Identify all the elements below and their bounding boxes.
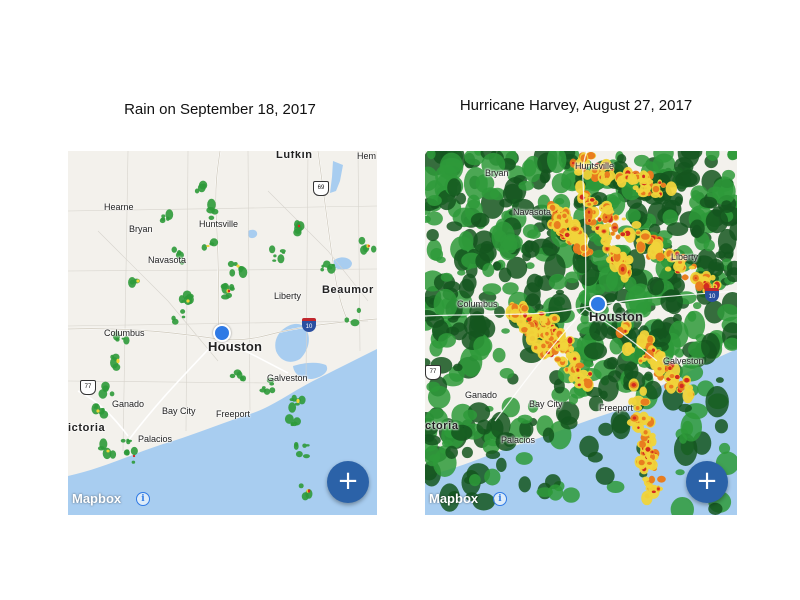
- map-label-bay-city: Bay City: [529, 399, 563, 409]
- map-label-bryan: Bryan: [129, 224, 153, 234]
- map-attribution-info-icon[interactable]: i: [493, 492, 507, 506]
- add-button[interactable]: +: [686, 461, 728, 503]
- map-label-navasota: Navasota: [513, 207, 552, 217]
- map-label-huntsville: Huntsville: [199, 219, 239, 229]
- map-label-bay-city: Bay City: [162, 406, 196, 416]
- us-77-shield-icon: 77: [80, 380, 96, 395]
- map-label-freeport: Freeport: [216, 409, 251, 419]
- map-label-victoria: ictoria: [68, 422, 106, 434]
- map-label-navasota: Navasota: [148, 255, 187, 265]
- caption-september-18: Rain on September 18, 2017: [124, 101, 316, 118]
- current-location-marker: [213, 324, 231, 342]
- mapbox-logo: Mapbox: [429, 491, 479, 506]
- current-location-marker: [589, 295, 607, 313]
- map-label-houston: Houston: [589, 309, 644, 324]
- map-label-columbus: Columbus: [104, 328, 145, 338]
- base-map-layer: [68, 151, 377, 515]
- radar-map-september-18[interactable]: Lufkin Hem Hearne Bryan Huntsville Navas…: [68, 151, 377, 515]
- map-label-columbus: Columbus: [457, 299, 498, 309]
- map-label-ganado: Ganado: [112, 399, 145, 409]
- map-label-galveston: Galveston: [267, 373, 308, 383]
- map-label-liberty: Liberty: [671, 252, 699, 262]
- us-77-shield-icon: 77: [425, 365, 441, 380]
- add-button[interactable]: +: [327, 461, 369, 503]
- map-label-victoria: ctoria: [425, 420, 459, 432]
- map-label-bryan: Bryan: [485, 168, 509, 178]
- map-label-freeport: Freeport: [599, 403, 634, 413]
- radar-map-hurricane-harvey[interactable]: Bryan Huntsville Navasota Liberty Columb…: [425, 151, 737, 515]
- map-label-hearne: Hearne: [104, 202, 134, 212]
- base-map-layer-harvey: [425, 151, 737, 515]
- interstate-10-shield-icon: 10: [302, 318, 316, 332]
- map-label-lufkin: Lufkin: [276, 151, 313, 161]
- us-69-shield-icon: 69: [313, 181, 329, 196]
- map-label-hem: Hem: [357, 151, 377, 161]
- caption-hurricane-harvey: Hurricane Harvey, August 27, 2017: [459, 97, 693, 114]
- map-label-ganado: Ganado: [465, 390, 498, 400]
- map-label-beaumont: Beaumor: [322, 284, 374, 296]
- map-label-huntsville: Huntsville: [575, 161, 615, 171]
- map-label-palacios: Palacios: [138, 434, 173, 444]
- mapbox-logo: Mapbox: [72, 491, 122, 506]
- map-label-liberty: Liberty: [274, 291, 302, 301]
- map-label-palacios: Palacios: [501, 435, 536, 445]
- map-label-houston: Houston: [208, 339, 263, 354]
- map-attribution-info-icon[interactable]: i: [136, 492, 150, 506]
- map-label-galveston: Galveston: [663, 356, 704, 366]
- interstate-10-shield-icon: 10: [705, 288, 719, 302]
